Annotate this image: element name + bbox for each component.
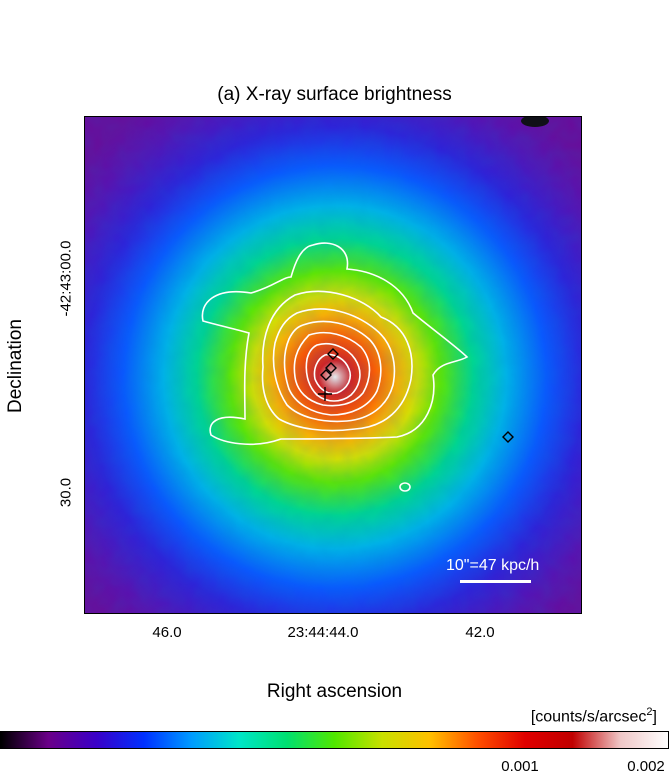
contour-4 [283,320,382,416]
xray-image [85,117,581,613]
figure-title: (a) X-ray surface brightness [217,84,452,105]
diamond-marker [502,431,514,443]
scale-bar [460,580,531,583]
y-axis-label: Declination [5,319,26,413]
contour-6 [305,343,361,402]
dark-spot [521,117,549,127]
diamond-marker [327,348,339,360]
colorbar [0,731,669,749]
colorbar-tick-label: 0.001 [501,758,539,775]
scale-bar-label: 10"=47 kpc/h [446,557,540,574]
unit-prefix: [counts/s/arcsec [530,708,647,726]
unit-suffix: ] [652,708,657,726]
colorbar-unit-label: [counts/s/arcsec2] [531,706,657,726]
contour-small-blob [399,482,411,492]
contour-outer [201,242,469,445]
contour-5 [293,331,371,407]
colorbar-tick-label: 0.002 [627,758,665,775]
x-tick-label: 23:44:44.0 [287,624,359,641]
contour-3 [272,308,396,423]
diamond-marker [320,369,332,381]
x-axis-label: Right ascension [266,681,403,702]
contour-7 [313,353,352,395]
y-tick-label: 30.0 [57,477,75,508]
contour-2 [261,290,413,432]
diamond-marker [325,362,337,374]
xray-image-panel [84,116,582,614]
unit-exponent: 2 [646,706,653,718]
cross-marker [318,387,332,401]
contour-lines [201,242,469,492]
x-tick-label: 46.0 [152,624,182,641]
galaxy-markers [318,348,514,443]
x-tick-label: 42.0 [465,624,495,641]
y-tick-label: -42:43:00.0 [57,240,75,317]
